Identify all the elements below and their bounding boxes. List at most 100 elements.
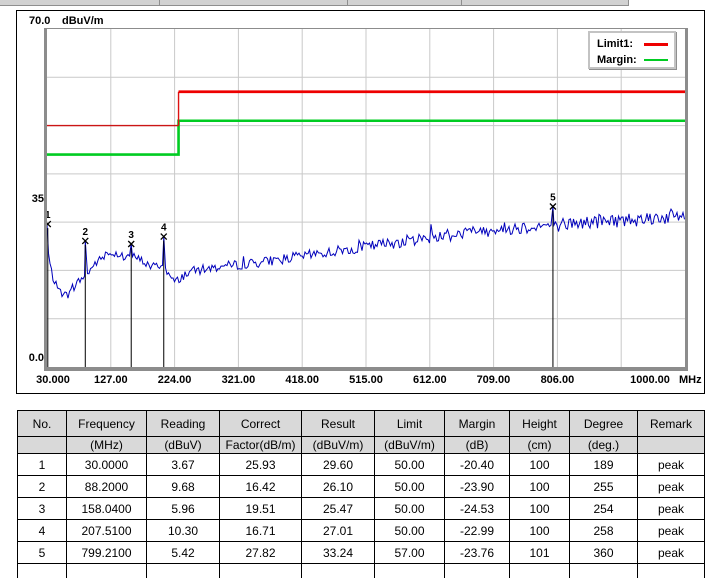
col-header: Remark [638,411,705,437]
table-cell: 88.2000 [67,476,147,498]
table-cell: 57.00 [375,542,445,564]
col-header: Result [302,411,375,437]
table-cell: 2 [18,476,67,498]
legend-margin-line-sample [644,59,668,61]
legend-item-margin: Margin: [597,52,668,68]
x-tick-label: 30.000 [36,374,70,386]
toolbar-strip-segment [462,0,629,6]
col-header: No. [18,411,67,437]
y-axis-mid-label: 35 [20,193,44,205]
marker-number-label: 4 [161,223,167,234]
marker-number-label: 2 [82,227,88,238]
x-tick-label: 321.00 [222,374,256,386]
y-axis-unit-label: dBuV/m [62,15,104,27]
table-cell: peak [638,454,705,476]
table-cell: 50.00 [375,498,445,520]
table-cell: 33.24 [302,542,375,564]
table-cell: 1 [18,454,67,476]
table-cell [570,564,638,578]
table-cell: peak [638,542,705,564]
x-tick-label: 709.00 [477,374,511,386]
y-axis-min-label: 0.0 [20,352,44,364]
table-cell: 5 [18,542,67,564]
marker-number-label: 3 [128,230,134,241]
table-cell: -23.76 [445,542,510,564]
col-header: Limit [375,411,445,437]
table-cell [67,564,147,578]
table-cell: 158.0400 [67,498,147,520]
table-cell: 50.00 [375,520,445,542]
legend-limit-label: Limit1: [597,39,633,50]
col-header: Margin [445,411,510,437]
table-cell: 4 [18,520,67,542]
col-unit: (dBuV) [147,437,220,454]
table-cell [445,564,510,578]
toolbar-strip-segment [160,0,348,6]
col-unit: (deg.) [570,437,638,454]
col-unit [18,437,67,454]
table-cell [18,564,67,578]
table-cell: 101 [510,542,570,564]
table-row-partial [18,564,705,578]
table-cell: 360 [570,542,638,564]
col-header: Reading [147,411,220,437]
table-cell: 100 [510,454,570,476]
x-tick-label: 515.00 [349,374,383,386]
table-cell: 100 [510,476,570,498]
col-unit: Factor(dB/m) [220,437,302,454]
table-cell: 799.2100 [67,542,147,564]
col-unit: (cm) [510,437,570,454]
table-cell: 19.51 [220,498,302,520]
chart-legend: Limit1: Margin: [588,31,676,69]
table-cell [302,564,375,578]
table-cell: 189 [570,454,638,476]
table-cell: 9.68 [147,476,220,498]
table-cell: 207.5100 [67,520,147,542]
col-unit: (dB) [445,437,510,454]
x-tick-label: 418.00 [285,374,319,386]
toolbar-strip [0,0,629,6]
table-cell: peak [638,476,705,498]
table-cell: 50.00 [375,454,445,476]
table-cell: 25.93 [220,454,302,476]
marker-number-label: 1 [47,210,51,221]
table-cell: 254 [570,498,638,520]
table-cell: 258 [570,520,638,542]
legend-margin-label: Margin: [597,55,637,66]
table-cell: 5.42 [147,542,220,564]
table-cell: -22.99 [445,520,510,542]
table-cell: 16.71 [220,520,302,542]
table-cell: 27.82 [220,542,302,564]
y-axis-max-label: 70.0 [29,15,50,27]
table-cell: 5.96 [147,498,220,520]
col-header: Degree [570,411,638,437]
table-cell [147,564,220,578]
col-unit: (dBuV/m) [375,437,445,454]
table-cell: 100 [510,520,570,542]
table-cell: -24.53 [445,498,510,520]
x-tick-label: 224.00 [158,374,192,386]
col-header: Correct [220,411,302,437]
table-cell: 10.30 [147,520,220,542]
col-unit: (dBuV/m) [302,437,375,454]
table-cell: 100 [510,498,570,520]
table-cell: peak [638,498,705,520]
table-cell: 25.47 [302,498,375,520]
col-unit [638,437,705,454]
table-cell: 16.42 [220,476,302,498]
table-cell [375,564,445,578]
table-cell: 3 [18,498,67,520]
x-tick-label: 1000.00 [630,374,670,386]
legend-limit-line-sample [644,43,668,46]
table-cell: -20.40 [445,454,510,476]
toolbar-strip-segment [348,0,462,6]
table-cell: 50.00 [375,476,445,498]
x-tick-label: 806.00 [541,374,575,386]
